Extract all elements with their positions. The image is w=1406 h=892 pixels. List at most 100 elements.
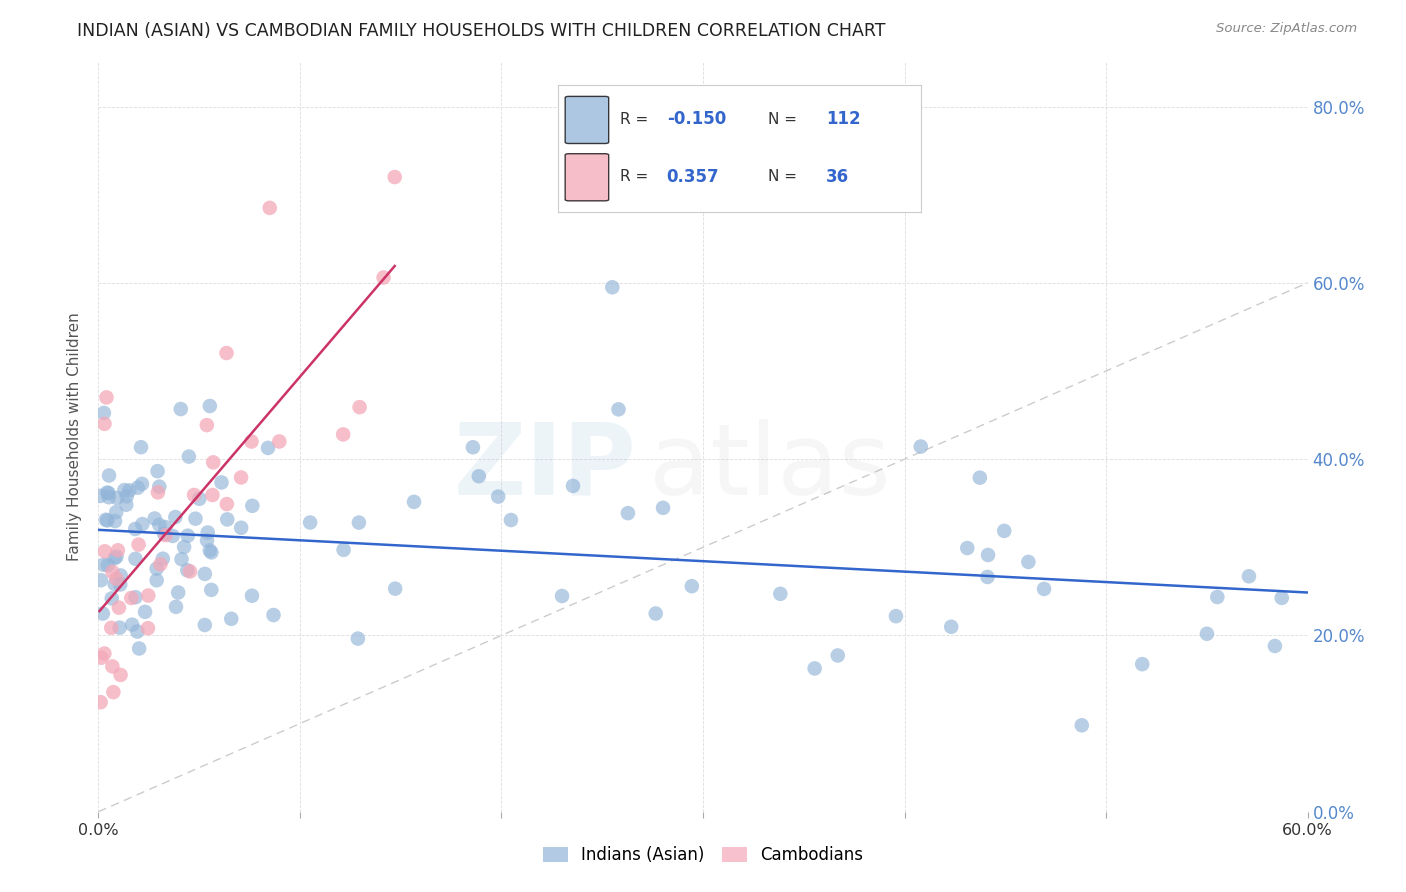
Point xyxy=(105,505,128,519)
Point xyxy=(93,406,115,420)
Point xyxy=(461,440,484,454)
Point xyxy=(194,566,217,581)
Point xyxy=(90,695,112,709)
Point xyxy=(96,391,118,405)
Point xyxy=(240,589,263,603)
Point xyxy=(115,498,138,512)
Point xyxy=(652,500,675,515)
Point xyxy=(769,587,792,601)
Point xyxy=(176,563,198,577)
Point xyxy=(200,582,222,597)
Point xyxy=(148,480,170,494)
Point xyxy=(969,470,991,484)
Legend: Indians (Asian), Cambodians: Indians (Asian), Cambodians xyxy=(537,839,869,871)
Point xyxy=(145,574,167,588)
Point xyxy=(149,558,172,572)
Point xyxy=(177,529,200,543)
Point xyxy=(153,527,176,541)
Point xyxy=(1264,639,1286,653)
Point xyxy=(229,470,252,484)
Point xyxy=(402,495,425,509)
Point xyxy=(136,589,159,603)
Point xyxy=(127,624,149,639)
Point xyxy=(105,572,128,586)
Point xyxy=(97,558,120,573)
Point xyxy=(217,512,239,526)
Point xyxy=(90,650,112,665)
Point xyxy=(499,513,522,527)
Point xyxy=(127,481,149,495)
Point xyxy=(486,490,509,504)
Point xyxy=(136,621,159,635)
Point xyxy=(124,551,146,566)
Point xyxy=(1017,555,1039,569)
Point xyxy=(184,511,207,525)
Point xyxy=(200,545,222,559)
Point xyxy=(993,524,1015,538)
Point xyxy=(145,562,167,576)
Point xyxy=(347,632,370,646)
Point xyxy=(183,488,205,502)
Point xyxy=(1206,590,1229,604)
Point xyxy=(215,346,238,360)
Point xyxy=(349,400,371,414)
Point xyxy=(131,517,153,532)
Point xyxy=(373,270,395,285)
Point xyxy=(105,491,128,505)
Point xyxy=(1033,582,1056,596)
Point xyxy=(332,427,354,442)
Point xyxy=(152,551,174,566)
Point xyxy=(143,511,166,525)
Point xyxy=(977,548,1000,562)
Point xyxy=(231,521,253,535)
Point xyxy=(121,617,143,632)
Point xyxy=(101,565,124,579)
Point xyxy=(128,641,150,656)
Point xyxy=(827,648,849,663)
Point xyxy=(1195,626,1218,640)
Point xyxy=(148,517,170,532)
Point xyxy=(96,485,118,500)
Point xyxy=(644,607,666,621)
Point xyxy=(162,529,184,543)
Point xyxy=(155,520,177,534)
Point xyxy=(198,543,221,558)
Point xyxy=(194,618,217,632)
Point xyxy=(146,464,169,478)
Point xyxy=(198,399,221,413)
Point xyxy=(89,489,111,503)
Point xyxy=(97,490,120,504)
Point xyxy=(129,440,152,454)
Point xyxy=(1237,569,1260,583)
Point xyxy=(124,591,146,605)
Point xyxy=(299,516,322,530)
Point xyxy=(956,541,979,555)
Point xyxy=(128,538,150,552)
Point xyxy=(101,659,124,673)
Point xyxy=(211,475,233,490)
Point xyxy=(941,620,963,634)
Point xyxy=(146,485,169,500)
Point xyxy=(100,591,122,606)
Point xyxy=(219,612,242,626)
Point xyxy=(110,568,132,582)
Point xyxy=(173,540,195,554)
Point xyxy=(332,542,354,557)
Point xyxy=(195,418,218,433)
Point xyxy=(94,513,117,527)
Point xyxy=(100,621,122,635)
Point xyxy=(91,607,114,621)
Point xyxy=(134,605,156,619)
Point xyxy=(617,506,640,520)
Point xyxy=(562,479,585,493)
Point xyxy=(131,476,153,491)
Point xyxy=(104,551,127,566)
Point xyxy=(201,488,224,502)
Point xyxy=(188,491,211,506)
Point xyxy=(118,483,141,498)
Point xyxy=(103,685,125,699)
Point xyxy=(165,510,187,524)
Point xyxy=(110,577,132,591)
Point xyxy=(167,585,190,599)
Text: Source: ZipAtlas.com: Source: ZipAtlas.com xyxy=(1216,22,1357,36)
